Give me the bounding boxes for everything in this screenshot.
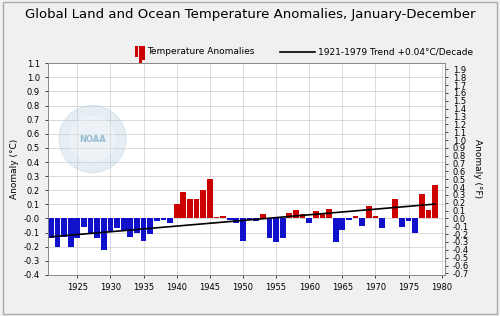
- Bar: [340, 218, 345, 230]
- Text: NOAA: NOAA: [79, 135, 106, 143]
- Bar: [306, 218, 312, 223]
- Bar: [406, 218, 411, 221]
- Bar: [48, 218, 54, 238]
- Bar: [260, 214, 266, 218]
- Bar: [246, 218, 252, 220]
- Bar: [214, 217, 220, 218]
- Bar: [273, 218, 279, 242]
- Bar: [180, 191, 186, 218]
- Bar: [240, 218, 246, 241]
- Bar: [320, 213, 326, 218]
- Bar: [352, 216, 358, 218]
- Y-axis label: Anomaly (°F): Anomaly (°F): [473, 139, 482, 199]
- Bar: [220, 216, 226, 218]
- Bar: [94, 218, 100, 238]
- Circle shape: [70, 117, 115, 161]
- Bar: [346, 218, 352, 220]
- Bar: [392, 199, 398, 218]
- Bar: [379, 218, 385, 228]
- Bar: [333, 218, 338, 242]
- Bar: [54, 218, 60, 247]
- Bar: [360, 218, 365, 226]
- Bar: [366, 206, 372, 218]
- Bar: [280, 218, 285, 238]
- Bar: [326, 209, 332, 218]
- Bar: [372, 216, 378, 218]
- Y-axis label: Anomaly (°C): Anomaly (°C): [10, 139, 20, 199]
- Bar: [227, 218, 232, 220]
- Bar: [412, 218, 418, 233]
- Bar: [61, 218, 67, 237]
- Bar: [426, 210, 432, 218]
- Bar: [266, 218, 272, 238]
- Bar: [154, 218, 160, 221]
- Bar: [74, 218, 80, 238]
- Bar: [81, 218, 87, 227]
- Bar: [300, 214, 306, 218]
- Bar: [254, 218, 259, 221]
- Bar: [114, 218, 120, 228]
- Bar: [134, 218, 140, 233]
- Bar: [140, 218, 146, 241]
- Text: Temperature Anomalies: Temperature Anomalies: [148, 47, 255, 56]
- Circle shape: [59, 106, 126, 173]
- Bar: [167, 218, 173, 223]
- Bar: [148, 218, 153, 234]
- Bar: [88, 218, 94, 234]
- Bar: [121, 218, 126, 231]
- Bar: [128, 218, 133, 237]
- Bar: [207, 179, 212, 218]
- Bar: [194, 199, 200, 218]
- Bar: [187, 199, 193, 218]
- Bar: [234, 218, 239, 223]
- Bar: [160, 218, 166, 220]
- Bar: [432, 185, 438, 218]
- Text: 1921-1979 Trend +0.04°C/Decade: 1921-1979 Trend +0.04°C/Decade: [318, 47, 472, 56]
- Bar: [313, 211, 318, 218]
- Bar: [108, 218, 114, 231]
- Bar: [101, 218, 106, 250]
- Bar: [419, 194, 424, 218]
- Bar: [174, 204, 180, 218]
- Bar: [68, 218, 73, 247]
- Bar: [293, 210, 299, 218]
- Bar: [399, 218, 405, 227]
- Bar: [200, 190, 206, 218]
- Bar: [286, 213, 292, 218]
- Text: Global Land and Ocean Temperature Anomalies, January-December: Global Land and Ocean Temperature Anomal…: [25, 8, 475, 21]
